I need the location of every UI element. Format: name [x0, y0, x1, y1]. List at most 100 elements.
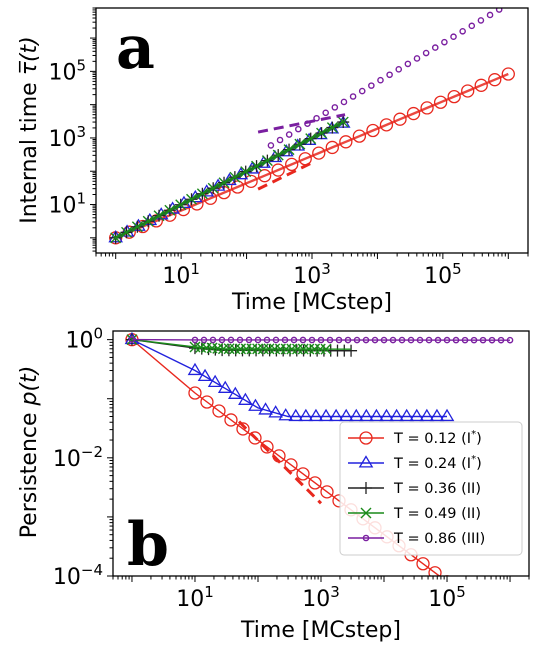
panel-a-series-3-point: [305, 133, 317, 145]
panel-b-series-1-point: [258, 402, 273, 415]
legend-label-0: T = 0.12 (I*): [393, 429, 482, 447]
panel-a-y-label-symbol: τ̅(t): [17, 36, 42, 75]
panel-b-series-1-point: [389, 408, 404, 422]
panel-b-series-4-point: [299, 336, 307, 344]
legend-box: [339, 421, 523, 556]
panel-b-series-4-point: [317, 336, 325, 344]
panel-a-series-3-point: [186, 193, 198, 205]
panel-b-axes: 101 103 105 100 10−2 10−4: [53, 325, 530, 612]
panel-a-y-label-prefix: Internal time: [17, 75, 42, 223]
panel-a-series-3-point: [153, 210, 165, 222]
panel-b-series-4-point: [443, 336, 451, 344]
panel-a-series-4-point: [313, 114, 320, 122]
panel-a-series-3-point: [261, 155, 273, 167]
panel-a-series-4-point: [331, 104, 339, 111]
panel-a-series-3-point: [175, 199, 187, 211]
panel-b-series-1-point: [419, 408, 435, 422]
panel-a-series-4-point: [349, 93, 357, 100]
panel-a-series-3-point: [142, 215, 154, 227]
panel-a-axes: 101 103 105 101 103 105: [48, 7, 529, 289]
panel-a-series-3-point: [294, 138, 306, 150]
panel-a-series-0-point: [325, 140, 339, 155]
panel-b-x-label: Time [MCstep]: [240, 618, 401, 643]
panel-a-series-3-point: [272, 149, 284, 161]
panel-a-series-4-point: [486, 11, 494, 19]
panel-a-y-tick-label: 103: [48, 123, 86, 152]
panel-b-series-4-point: [407, 336, 415, 344]
panel-b-y-label-prefix: Persistence: [17, 405, 42, 538]
panel-a-series-4-point: [422, 49, 430, 57]
panel-b-series-4-point: [371, 336, 379, 344]
panel-a-series-4-point: [285, 131, 293, 138]
panel-a-series-0-point: [244, 174, 258, 188]
panel-b-series-1-point: [348, 408, 364, 422]
panel-b-series-0-point: [320, 485, 334, 499]
panel-a-letter: a: [116, 13, 155, 83]
panel-a-series-0-point: [488, 73, 502, 87]
panel-a-series-3-point: [251, 160, 263, 172]
panel-b-series-1-point: [399, 408, 415, 422]
panel-a-series-3-point: [218, 177, 230, 189]
panel-a-y-label: Internal time τ̅(t): [17, 36, 42, 224]
panel-a-plot-area: [108, 8, 515, 245]
panel-a-series-0-point: [433, 95, 448, 109]
panel-a-series-4-point: [386, 71, 393, 79]
panel-b-series-3-point: [320, 343, 332, 355]
panel-b-series-1-point: [409, 408, 425, 422]
panel-a-series-0-point: [447, 89, 461, 104]
panel-b-series-4-point: [461, 336, 469, 344]
panel-a-guide-0: [257, 161, 313, 191]
panel-b-letter: b: [127, 510, 169, 580]
panel-b-series-0-point: [224, 413, 238, 427]
panel-a-series-4-point: [340, 98, 348, 106]
panel-a-series-3-point: [229, 171, 241, 183]
panel-b-series-1-point: [238, 392, 253, 405]
panel-b-series-4-point: [191, 336, 199, 344]
panel-a-series-4-point: [404, 60, 412, 68]
panel-b-plot-area: [124, 331, 514, 576]
panel-b-series-0-point: [188, 386, 202, 400]
panel-b-series-4-point: [236, 336, 244, 344]
panel-b-series-4-point: [335, 336, 343, 344]
legend-label-3: T = 0.49 (II): [393, 506, 481, 522]
panel-b-series-1-point: [227, 386, 243, 399]
panel-b-series-4-point: [452, 336, 460, 344]
panel-b-series-4-point: [470, 336, 478, 344]
panel-b-series-4-point: [128, 336, 136, 343]
panel-b-y-label: Persistence p(t): [17, 366, 42, 539]
panel-a-series-3-point: [316, 127, 328, 139]
panel-a-series-3-point: [121, 226, 133, 238]
panel-a: 101 103 105 101 103 105 a Time [MCstep] Inter…: [17, 7, 529, 315]
panel-b-series-0-point: [200, 395, 214, 409]
panel-b-series-4-point: [362, 336, 370, 344]
panel-a-series-3-line: [115, 121, 344, 239]
panel-b-series-0-point: [260, 440, 274, 454]
panel-b-series-1-point: [298, 408, 314, 422]
panel-b-series-0-point: [416, 557, 430, 571]
panel-a-series-3-point: [207, 182, 219, 194]
legend-marker-3: [360, 507, 372, 519]
panel-a-series-3-point: [164, 204, 176, 216]
panel-b-series-4-point: [344, 336, 352, 344]
panel-a-series-0-point: [257, 169, 272, 183]
legend-label-4: T = 0.86 (III): [393, 531, 485, 547]
panel-b-series-1-point: [338, 408, 354, 422]
panel-a-x-label: Time [MCstep]: [231, 290, 392, 315]
panel-b-series-1-point: [429, 408, 445, 422]
panel-b-series-1-point: [369, 408, 384, 422]
panel-b-series-4-point: [416, 336, 424, 344]
panel-b-series-4-point: [488, 336, 496, 344]
panel-b-series-1-point: [328, 408, 344, 422]
panel-b-y-tick-label: 100: [65, 325, 103, 354]
panel-a-series-4-point: [477, 17, 485, 24]
panel-a-series-4-point: [459, 27, 466, 35]
panel-a-series-4-point: [395, 66, 403, 73]
panel-a-series-0-point: [393, 112, 407, 126]
panel-b-x-tick-label: 105: [428, 583, 466, 612]
panel-b-series-4-point: [326, 336, 334, 344]
panel-a-series-4-point: [368, 82, 375, 89]
panel-b-series-0-point: [236, 422, 250, 436]
panel-a-series-0-point: [461, 84, 475, 98]
panel-a-series-3-point: [283, 144, 295, 156]
panel-b-series-4-point: [506, 336, 514, 344]
